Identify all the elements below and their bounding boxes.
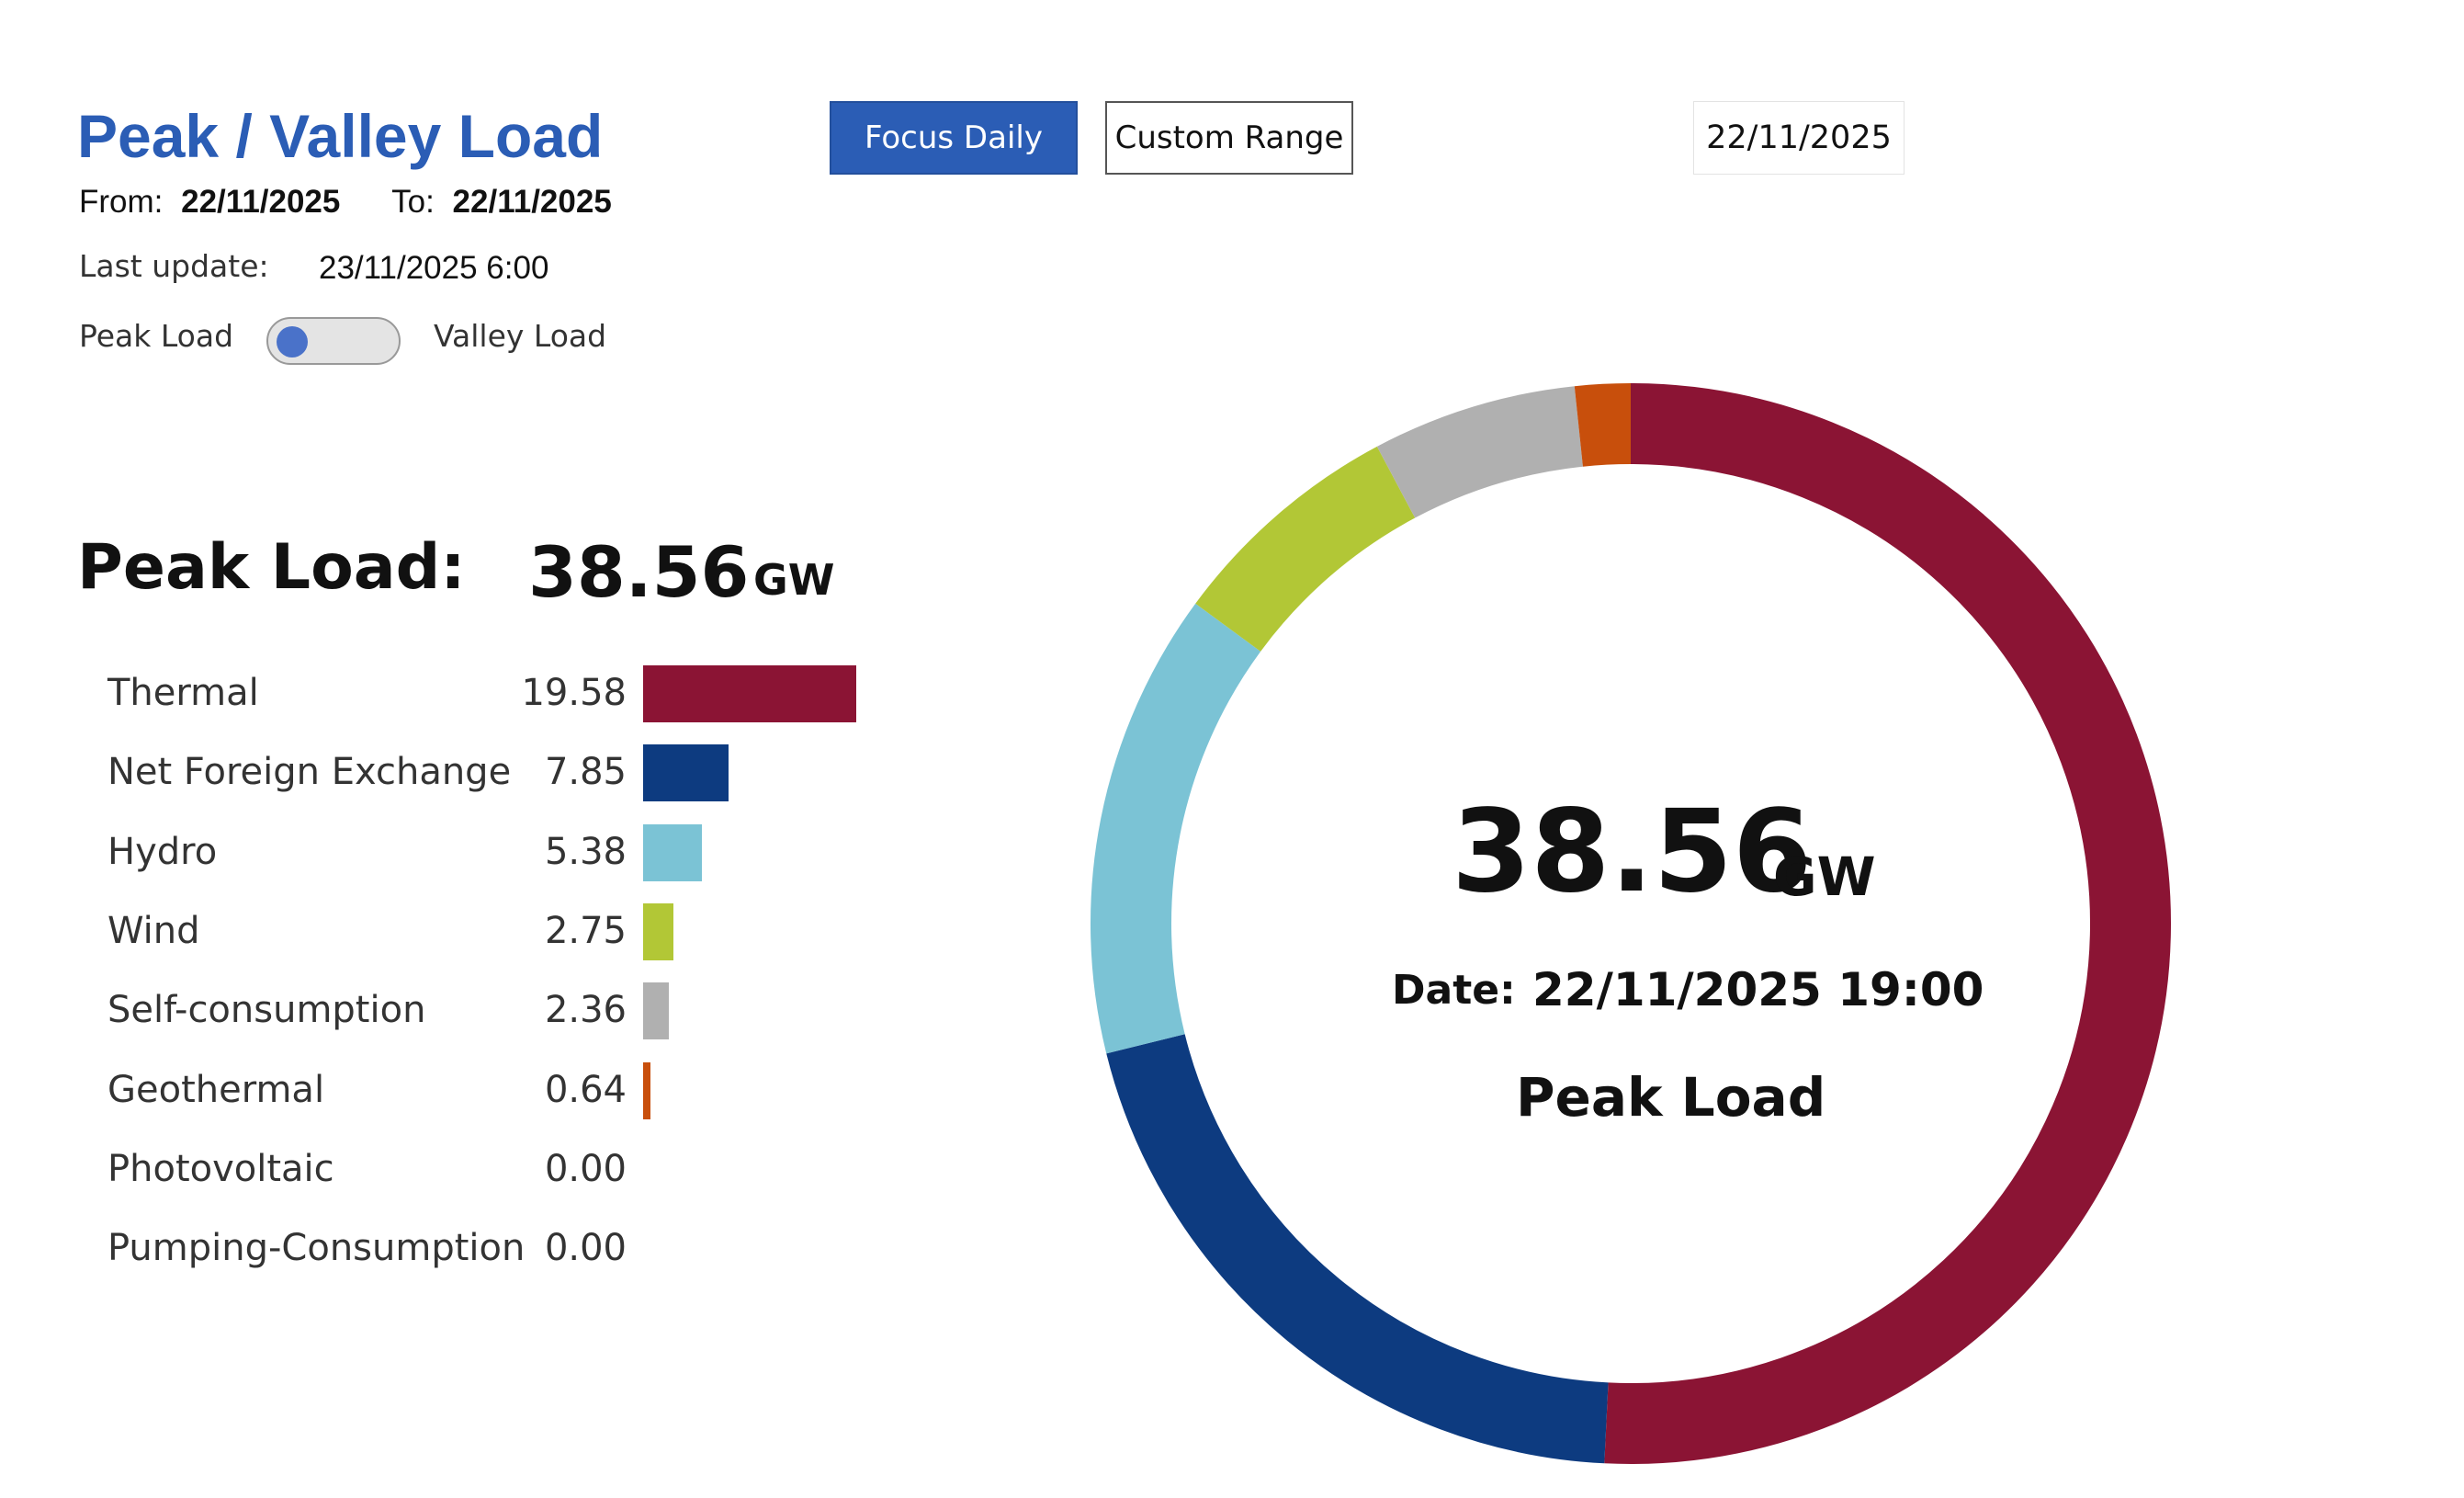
bar-self-consumption [643, 982, 669, 1040]
toggle-knob [277, 326, 308, 357]
to-label: To: [391, 184, 435, 220]
bar-value-hydro: 5.38 [544, 830, 627, 873]
donut-slice-geothermal [1574, 383, 1632, 467]
bar-value-self-consumption: 2.36 [544, 989, 627, 1032]
bar-label-hydro: Hydro [107, 830, 218, 873]
bar-value-thermal: 19.58 [521, 672, 627, 714]
bar-label-net-foreign-exchange: Net Foreign Exchange [107, 751, 512, 794]
bar-label-self-consumption: Self-consumption [107, 989, 426, 1032]
donut-center-label: Peak Load [1516, 1066, 1826, 1129]
bar-net-foreign-exchange [643, 744, 729, 802]
bar-value-net-foreign-exchange: 7.85 [544, 751, 627, 794]
bar-label-thermal: Thermal [107, 672, 259, 714]
bar-geothermal [643, 1061, 650, 1119]
donut-slice-net-foreign-exchange [1106, 1034, 1609, 1464]
date-range: From: 22/11/2025 To: 22/11/2025 [79, 184, 612, 221]
bar-value-photovoltaic: 0.00 [544, 1147, 627, 1190]
donut-slice-thermal [1604, 383, 2171, 1464]
toggle-label-valley: Valley Load [434, 318, 607, 354]
peak-load-unit: GW [753, 555, 835, 605]
peak-valley-toggle[interactable] [266, 317, 401, 365]
from-value: 22/11/2025 [181, 184, 341, 220]
bar-wind [643, 902, 673, 960]
date-picker[interactable]: 22/11/2025 [1693, 101, 1905, 175]
from-label: From: [79, 184, 164, 220]
custom-range-button[interactable]: Custom Range [1105, 101, 1353, 175]
bar-thermal [643, 665, 856, 722]
to-value: 22/11/2025 [452, 184, 612, 220]
donut-center-unit: GW [1773, 845, 1876, 908]
bar-label-photovoltaic: Photovoltaic [107, 1147, 334, 1190]
bar-value-geothermal: 0.64 [544, 1068, 627, 1111]
last-update-label: Last update: [79, 248, 269, 284]
page-title: Peak / Valley Load [77, 102, 604, 170]
toggle-label-peak: Peak Load [79, 318, 234, 354]
bar-label-geothermal: Geothermal [107, 1068, 325, 1111]
donut-slice-self-consumption [1376, 386, 1584, 518]
bar-value-wind: 2.75 [544, 909, 627, 952]
peak-load-value: 38.56 [528, 531, 750, 613]
focus-daily-button[interactable]: Focus Daily [830, 101, 1078, 175]
bar-hydro [643, 823, 702, 881]
donut-slice-hydro [1091, 603, 1261, 1054]
bar-label-pumping-consumption: Pumping-Consumption [107, 1227, 526, 1270]
bar-label-wind: Wind [107, 909, 200, 952]
donut-date-value: 22/11/2025 19:00 [1532, 963, 1984, 1016]
donut-center-value: 38.56 [1452, 786, 1813, 918]
bar-value-pumping-consumption: 0.00 [544, 1227, 627, 1270]
donut-slice-wind [1195, 446, 1416, 653]
donut-date-label: Date: [1392, 967, 1516, 1014]
peak-load-label: Peak Load: [77, 531, 466, 604]
last-update-value: 23/11/2025 6:00 [319, 250, 549, 286]
donut-chart [1091, 383, 2171, 1464]
